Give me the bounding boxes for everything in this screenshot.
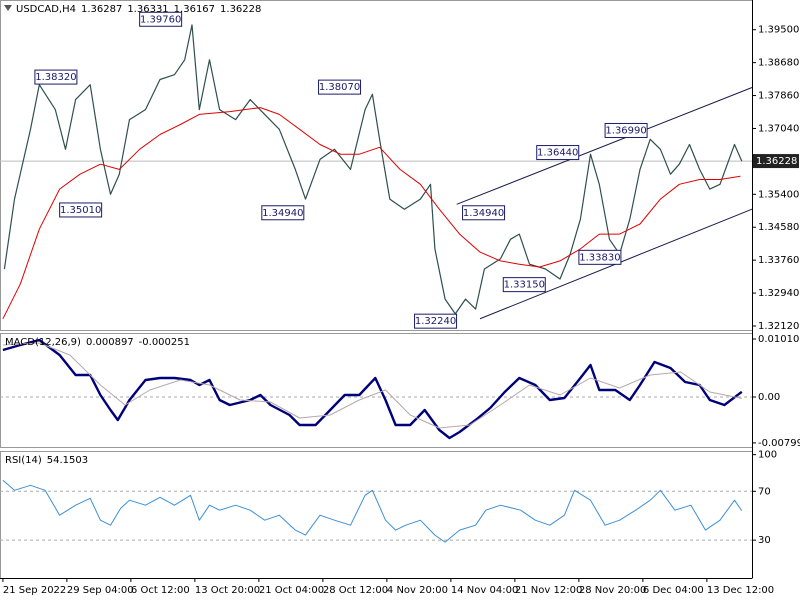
- annotation-label: 1.33830: [579, 252, 620, 263]
- annotation-label: 1.34940: [463, 208, 504, 219]
- header-icon: [4, 5, 12, 11]
- annotation-box: [318, 79, 362, 95]
- y-tick-label: 1.34580: [758, 222, 799, 233]
- y-tick-label: 30: [758, 535, 771, 546]
- x-tick-label: 6 Dec 04:00: [643, 585, 704, 596]
- annotation-box: [59, 202, 103, 218]
- x-tick-label: 21 Nov 12:00: [515, 585, 582, 596]
- x-tick-label: 4 Nov 20:00: [387, 585, 448, 596]
- y-tick-label: 0.00: [758, 392, 780, 403]
- annotation-label: 1.35010: [60, 205, 101, 216]
- x-tick-label: 28 Nov 20:00: [579, 585, 646, 596]
- panel-title: MACD(12,26,9): [5, 337, 81, 348]
- annotation-label: 1.36440: [537, 148, 578, 159]
- panel-readout: 54.1503: [47, 455, 88, 466]
- series-line: [3, 24, 743, 315]
- last-price-label: 1.36228: [756, 156, 797, 167]
- series-line: [2, 342, 742, 429]
- annotation-box: [139, 11, 183, 27]
- annotation-label: 1.34940: [262, 208, 303, 219]
- panel-header: RSI(14) 54.1503: [5, 455, 88, 466]
- y-tick-label: 1.32120: [758, 321, 799, 332]
- x-tick-label: 14 Nov 04:00: [451, 585, 518, 596]
- panel-readout: 1.36287: [81, 4, 122, 15]
- annotation-box: [536, 145, 580, 161]
- y-tick-label: 1.35400: [758, 189, 799, 200]
- annotation-box: [462, 205, 506, 221]
- series-line: [2, 479, 743, 543]
- annotation-box: [261, 205, 305, 221]
- y-tick-label: 100: [758, 450, 777, 461]
- panel-readout: 1.36167: [174, 4, 215, 15]
- y-tick-label: 1.37040: [758, 123, 799, 134]
- y-tick-label: 1.39500: [758, 25, 799, 36]
- x-tick-label: 28 Oct 12:00: [323, 585, 388, 596]
- channel-line: [456, 87, 753, 205]
- x-tick-label: 6 Oct 12:00: [131, 585, 190, 596]
- y-tick-label: -0.007998: [758, 438, 800, 449]
- annotation-label: 1.36990: [605, 125, 646, 136]
- y-tick-label: 1.33760: [758, 255, 799, 266]
- x-tick-label: 13 Oct 20:00: [195, 585, 260, 596]
- y-tick-label: 1.37860: [758, 91, 799, 102]
- panel-header: MACD(12,26,9) 0.000897 -0.000251: [5, 337, 190, 348]
- y-tick-label: 0.010103: [758, 334, 800, 345]
- series-line: [2, 107, 741, 320]
- x-tick-label: 21 Sep 2022: [3, 585, 66, 596]
- panel-readout: 0.000897: [86, 337, 134, 348]
- x-tick-label: 13 Dec 12:00: [707, 585, 774, 596]
- annotation-label: 1.32240: [415, 316, 456, 327]
- panel-readout: -0.000251: [139, 337, 190, 348]
- y-tick-label: 1.32940: [758, 288, 799, 299]
- panel-header: USDCAD,H4 1.36287 1.36331 1.36167 1.36228: [16, 4, 261, 15]
- panel-readout: 1.36331: [127, 4, 168, 15]
- y-tick-label: 1.38680: [758, 58, 799, 69]
- panel-readout: 1.36228: [220, 4, 261, 15]
- y-tick-label: 70: [758, 486, 771, 497]
- annotation-label: 1.39760: [140, 14, 181, 25]
- annotation-box: [604, 122, 648, 138]
- annotation-box: [578, 249, 622, 265]
- annotation-label: 1.33150: [504, 280, 545, 291]
- panel-title: RSI(14): [5, 455, 42, 466]
- x-tick-label: 21 Oct 04:00: [259, 585, 324, 596]
- panel-title: USDCAD,H4: [16, 4, 76, 15]
- x-tick-label: 29 Sep 04:00: [67, 585, 134, 596]
- last-price-box: [752, 154, 799, 169]
- series-line: [2, 338, 743, 440]
- annotation-box: [34, 69, 78, 85]
- annotation-box: [502, 277, 546, 293]
- annotation-box: [414, 313, 458, 329]
- annotation-label: 1.38320: [35, 72, 76, 83]
- annotation-label: 1.38070: [319, 82, 360, 93]
